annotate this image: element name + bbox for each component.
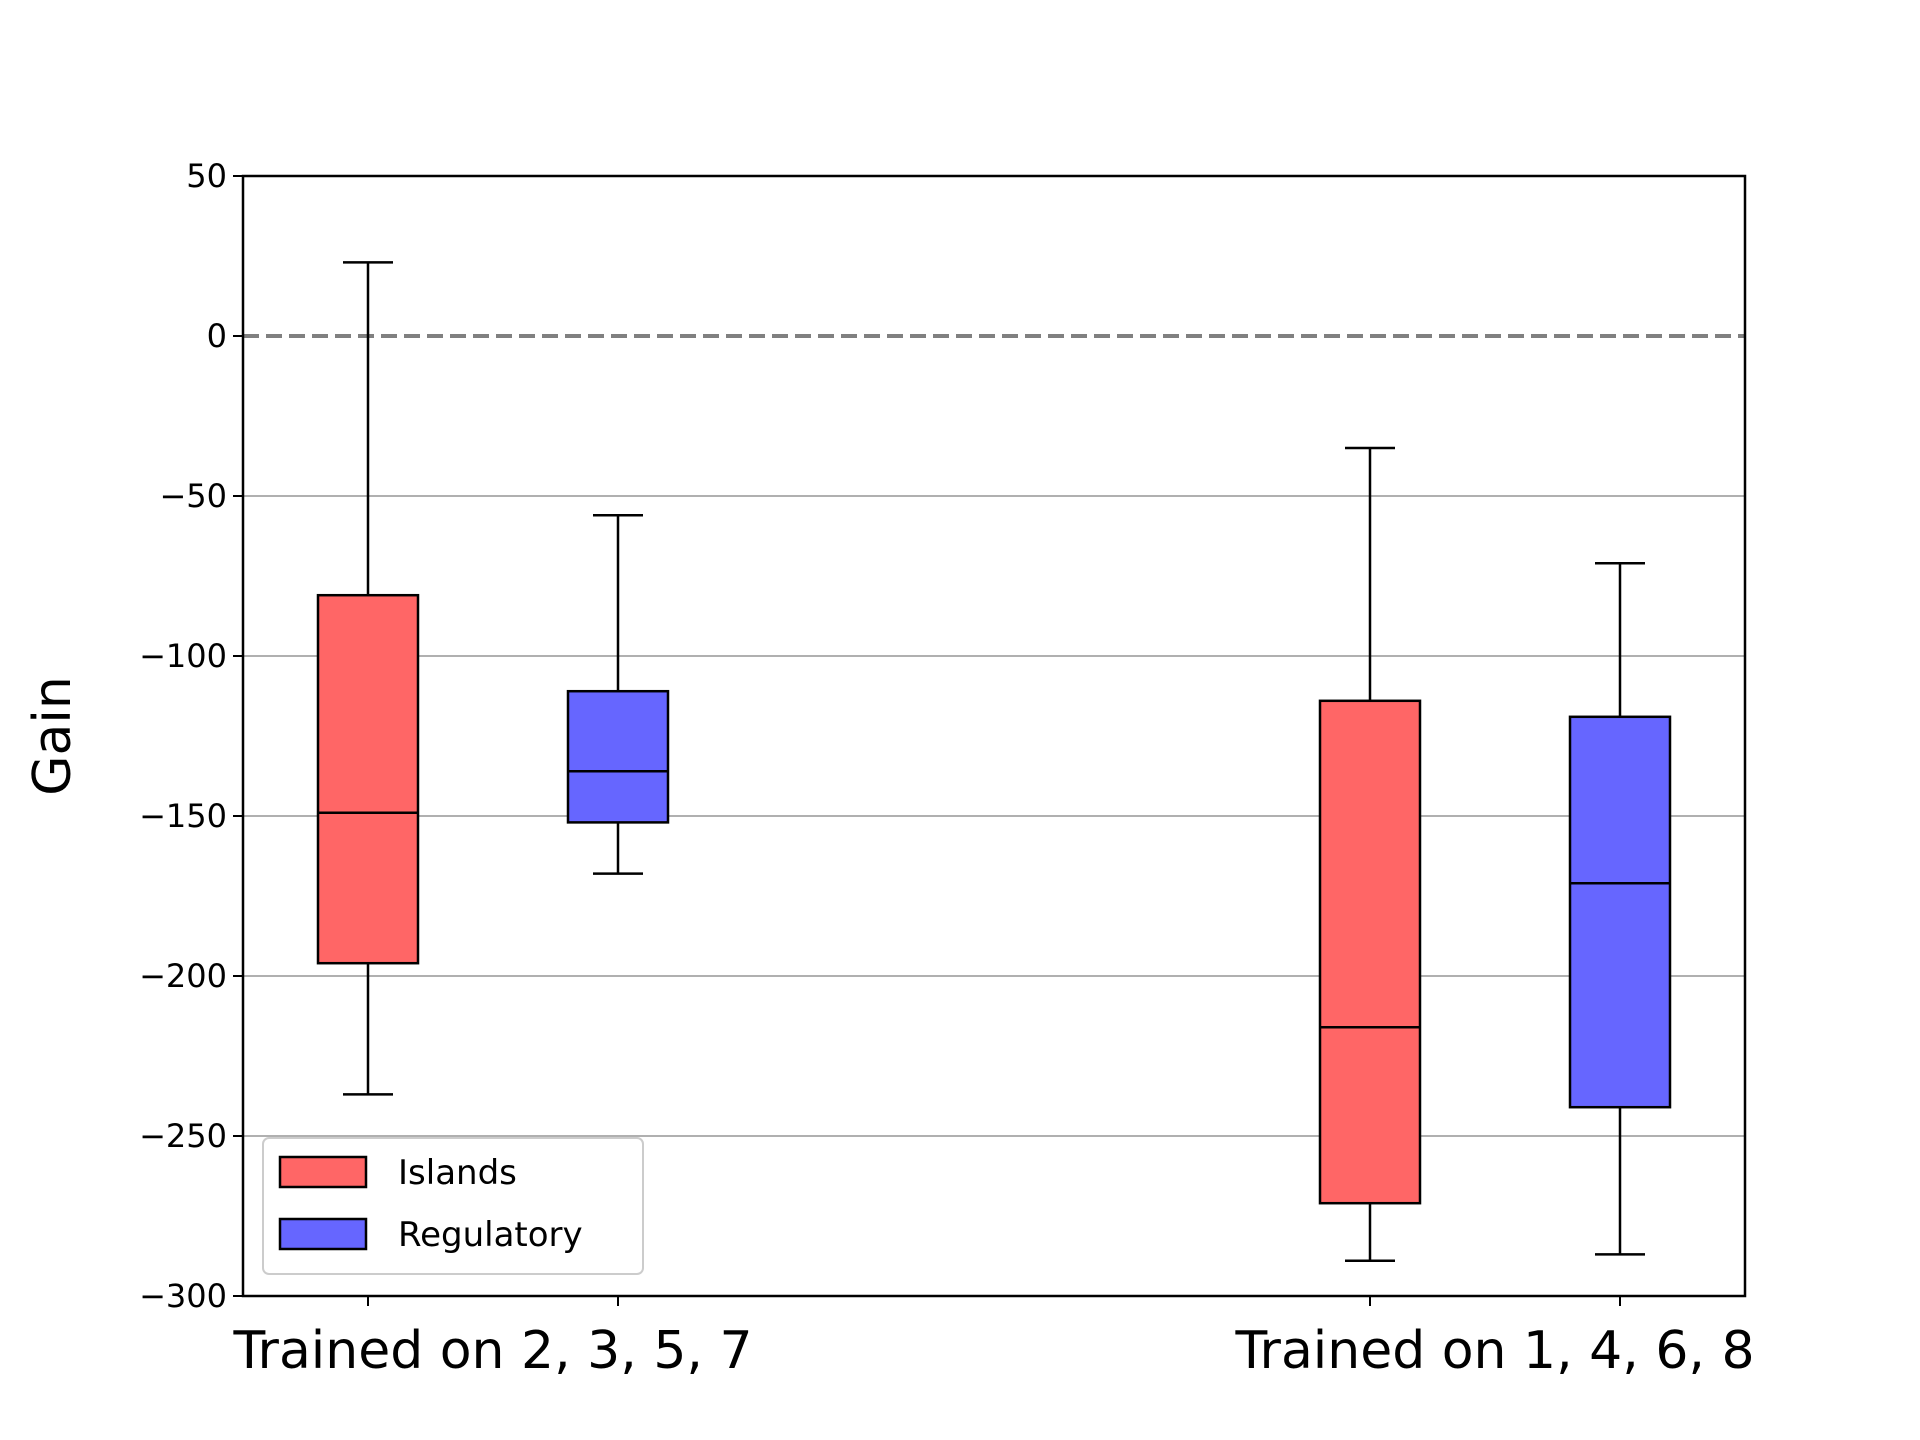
box-iqr (566, 689, 670, 824)
box-regulatory-1 (566, 513, 670, 875)
gridlines (243, 495, 1745, 1137)
y-tick-label: −250 (139, 1117, 227, 1155)
y-axis-title: Gain (23, 676, 83, 796)
y-tick-label: −100 (139, 637, 227, 675)
y-tick-label: −300 (139, 1277, 227, 1315)
y-tick-label: −50 (159, 477, 227, 515)
category-label: Trained on 1, 4, 6, 8 (1234, 1321, 1754, 1381)
category-label: Trained on 2, 3, 5, 7 (232, 1321, 752, 1381)
x-axis-ticks: Trained on 2, 3, 5, 7 Trained on 1, 4, 6,… (232, 1296, 1755, 1381)
legend: Islands Regulatory (262, 1137, 644, 1275)
legend-label-islands: Islands (398, 1153, 517, 1193)
box-iqr (1318, 699, 1422, 1205)
box-islands-2 (1318, 446, 1422, 1263)
box-iqr (1568, 715, 1672, 1109)
y-axis-ticks: 50 0 −50 −100 −150 −200 −250 −300 (139, 157, 243, 1315)
box-iqr (316, 593, 420, 965)
box-regulatory-2 (1568, 561, 1672, 1256)
plot-frame (241, 174, 1747, 1298)
legend-swatch-regulatory (278, 1217, 368, 1251)
y-tick-label: −200 (139, 957, 227, 995)
legend-swatch-islands (278, 1155, 368, 1189)
boxes (316, 261, 1672, 1263)
y-tick-label: 0 (207, 317, 227, 355)
legend-label-regulatory: Regulatory (398, 1215, 583, 1255)
box-islands-1 (316, 261, 420, 1096)
y-tick-label: −150 (139, 797, 227, 835)
y-tick-label: 50 (186, 157, 227, 195)
